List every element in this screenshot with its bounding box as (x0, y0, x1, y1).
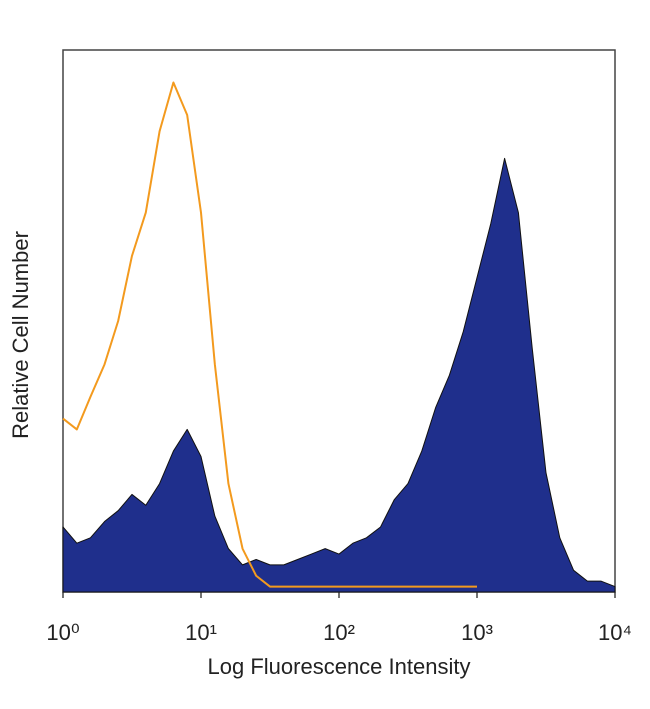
outline-histogram (62, 81, 477, 588)
x-tick-label: 10¹ (185, 620, 217, 645)
x-tick-label: 10² (323, 620, 355, 645)
x-tick-label: 10⁴ (598, 620, 632, 645)
x-tick-label: 10³ (461, 620, 493, 645)
y-axis-label: Relative Cell Number (8, 231, 33, 439)
filled-histogram (62, 157, 616, 593)
x-axis-label: Log Fluorescence Intensity (208, 654, 471, 679)
x-tick-label: 10⁰ (46, 620, 79, 645)
